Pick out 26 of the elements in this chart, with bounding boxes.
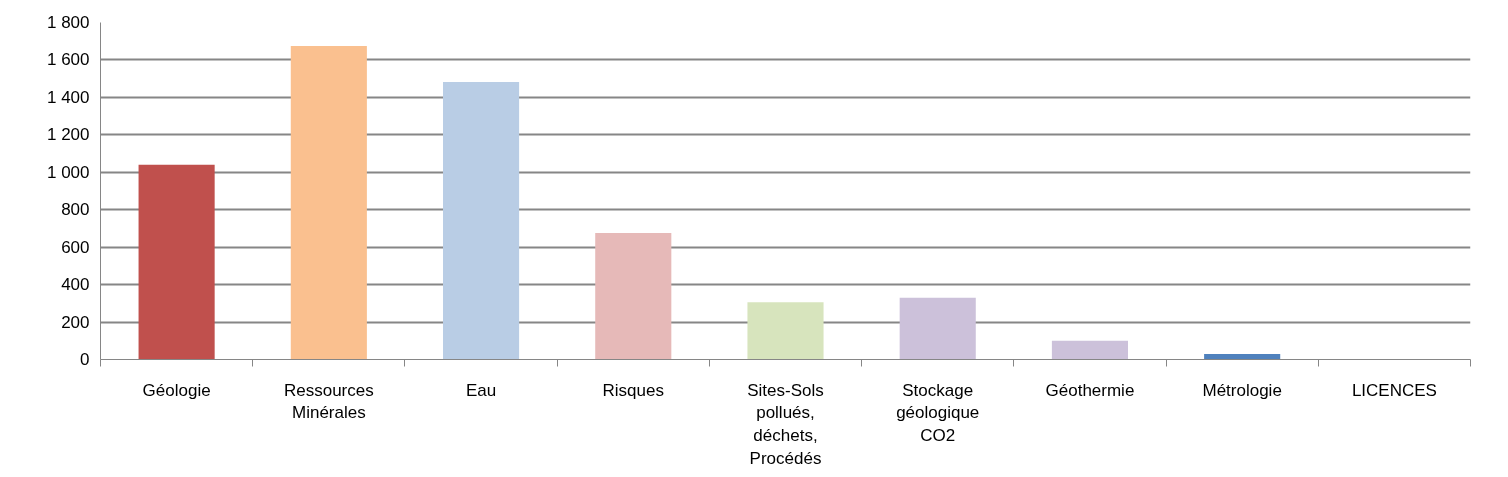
bar — [747, 302, 824, 360]
bar — [443, 82, 520, 360]
x-tick-label: Géothermie — [1045, 380, 1135, 400]
x-tick-label: Risques — [602, 380, 664, 400]
x-tick-label: Métrologie — [1202, 380, 1282, 400]
bar — [595, 232, 672, 360]
y-tick-label: 1 400 — [46, 87, 90, 107]
bar — [1051, 340, 1128, 360]
bar — [138, 164, 215, 360]
y-tick-label: 1 600 — [46, 50, 90, 70]
x-tick-label: Sites-Sols pollués, déchets, Procédés — [747, 380, 824, 468]
x-tick-label: LICENCES — [1351, 380, 1437, 400]
x-tick-label: Ressources Minérales — [283, 380, 374, 423]
bar — [899, 297, 976, 360]
y-tick-label: 0 — [80, 350, 90, 369]
bar — [290, 45, 367, 360]
x-tick-label: Eau — [465, 380, 497, 400]
y-tick-label: 1 200 — [46, 125, 90, 145]
y-tick-label: 1 000 — [46, 162, 90, 182]
y-tick-label: 600 — [61, 237, 90, 257]
y-tick-label: 400 — [61, 275, 90, 295]
y-tick-label: 800 — [61, 200, 90, 220]
x-tick-label: Stockage géologique CO2 — [896, 380, 980, 446]
y-tick-label: 200 — [61, 312, 90, 332]
x-tick-label: Géologie — [142, 380, 211, 400]
y-tick-label: 1 800 — [46, 13, 90, 32]
